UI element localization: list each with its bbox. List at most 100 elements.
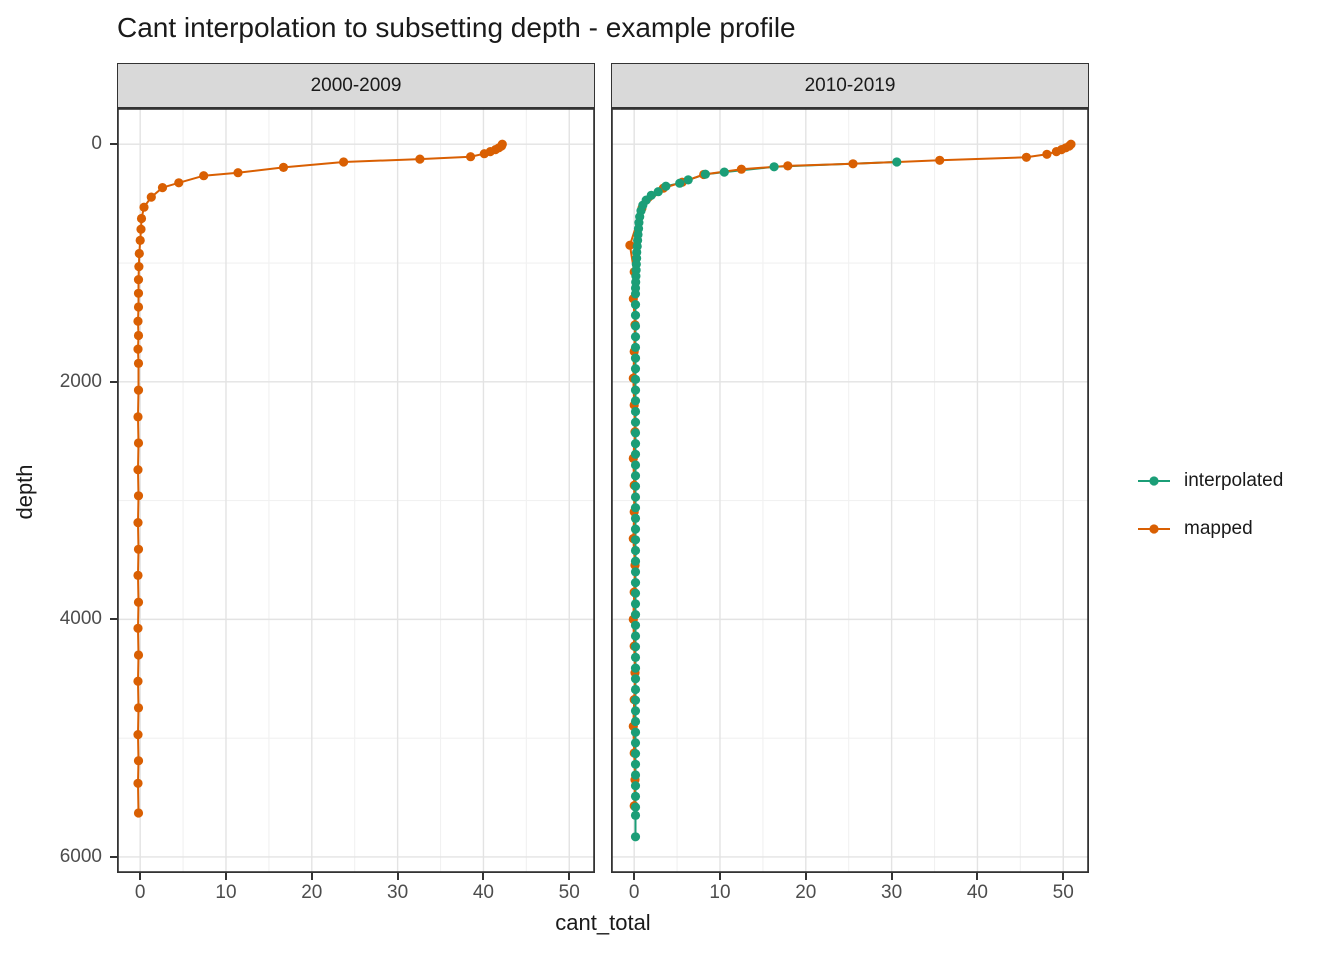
data-point-interpolated xyxy=(675,178,685,188)
data-point-mapped xyxy=(133,358,144,368)
x-tick-mark xyxy=(396,873,399,880)
x-tick-label: 0 xyxy=(134,882,146,903)
data-point-interpolated xyxy=(769,162,779,172)
data-point-mapped xyxy=(339,157,349,167)
data-point-mapped xyxy=(136,213,147,224)
data-point-interpolated xyxy=(630,321,641,331)
data-point-interpolated xyxy=(630,300,641,310)
x-tick-label: 40 xyxy=(472,882,495,903)
panel-background xyxy=(611,108,1089,873)
data-point-mapped xyxy=(133,302,144,312)
data-point-interpolated xyxy=(630,832,641,842)
data-point-mapped xyxy=(133,570,143,580)
data-point-mapped xyxy=(146,192,156,202)
legend-key-point xyxy=(1149,524,1159,534)
legend: interpolated mapped xyxy=(1136,470,1283,540)
data-point-interpolated xyxy=(630,663,641,673)
panel-border xyxy=(117,108,595,873)
chart-title: Cant interpolation to subsetting depth -… xyxy=(117,12,796,43)
x-tick-mark xyxy=(139,873,142,880)
x-tick-label: 50 xyxy=(558,882,580,903)
data-point-interpolated xyxy=(630,374,641,384)
data-point-mapped xyxy=(133,465,143,475)
data-point-interpolated xyxy=(630,471,641,481)
data-point-mapped xyxy=(133,676,143,686)
x-tick-label: 30 xyxy=(881,882,903,903)
x-tick-label: 20 xyxy=(795,882,817,903)
data-point-mapped xyxy=(133,438,144,448)
data-point-interpolated xyxy=(630,716,641,727)
data-point-interpolated xyxy=(630,310,641,320)
data-point-mapped xyxy=(133,275,144,285)
data-point-mapped xyxy=(736,164,746,174)
data-point-mapped xyxy=(139,202,149,212)
data-point-mapped xyxy=(133,544,144,554)
legend-key-interpolated-icon xyxy=(1138,476,1170,486)
data-point-mapped xyxy=(935,155,945,165)
data-point-mapped xyxy=(136,224,146,234)
data-point-interpolated xyxy=(630,770,641,780)
x-tick-label: 10 xyxy=(709,882,731,903)
data-point-mapped xyxy=(848,159,858,169)
data-point-mapped xyxy=(466,152,476,162)
facet-strip-label: 2000-2009 xyxy=(310,74,402,96)
x-tick-label: 10 xyxy=(215,882,237,903)
x-tick-mark xyxy=(804,873,807,880)
legend-label: interpolated xyxy=(1184,470,1284,491)
data-point-interpolated xyxy=(630,631,641,641)
data-point-interpolated xyxy=(630,406,641,417)
data-point-interpolated xyxy=(630,481,641,491)
data-point-mapped xyxy=(133,756,144,766)
data-point-interpolated xyxy=(630,428,641,438)
y-tick-label: 0 xyxy=(91,133,102,155)
x-tick-mark xyxy=(633,873,636,880)
data-point-mapped xyxy=(199,171,209,181)
panel-background xyxy=(117,108,595,873)
x-tick-mark xyxy=(1062,873,1065,880)
data-point-interpolated xyxy=(653,187,663,197)
data-point-interpolated xyxy=(630,749,641,759)
data-point-interpolated xyxy=(630,545,641,556)
x-tick-mark xyxy=(482,873,485,880)
x-tick-label: 50 xyxy=(1052,882,1074,903)
data-point-mapped xyxy=(133,385,144,395)
data-point-mapped xyxy=(133,778,143,788)
data-point-interpolated xyxy=(630,727,641,737)
y-axis-title: depth xyxy=(12,464,37,520)
x-tick-mark xyxy=(310,873,313,880)
data-point-mapped xyxy=(479,149,489,159)
data-point-interpolated xyxy=(661,181,671,191)
data-point-mapped xyxy=(1042,149,1052,159)
data-point-mapped xyxy=(133,808,144,818)
data-point-interpolated xyxy=(630,695,641,705)
data-point-mapped xyxy=(133,623,143,633)
data-point-interpolated xyxy=(630,588,641,598)
facet-panel-2000-2009 xyxy=(117,108,595,873)
y-tick-label: 2000 xyxy=(59,370,102,392)
x-tick-label: 40 xyxy=(966,882,989,903)
legend-entry-interpolated: interpolated xyxy=(1136,470,1283,492)
x-tick-mark xyxy=(976,873,979,880)
data-point-interpolated xyxy=(630,759,641,769)
data-point-interpolated xyxy=(630,385,641,395)
data-point-interpolated xyxy=(630,492,641,502)
data-point-mapped xyxy=(157,183,168,193)
x-tick-mark xyxy=(568,873,571,880)
data-point-interpolated xyxy=(630,781,641,791)
facet-strip-label: 2010-2019 xyxy=(804,74,896,96)
data-point-mapped xyxy=(134,248,144,259)
data-point-mapped xyxy=(133,288,144,298)
data-point-interpolated xyxy=(630,620,641,630)
data-point-mapped xyxy=(133,491,144,501)
data-point-interpolated xyxy=(630,706,641,716)
data-point-mapped xyxy=(233,168,243,178)
data-point-interpolated xyxy=(630,289,641,299)
data-point-interpolated xyxy=(630,449,641,459)
data-point-mapped xyxy=(1021,152,1031,162)
data-point-interpolated xyxy=(630,652,641,663)
x-tick-mark xyxy=(224,873,227,880)
data-point-mapped xyxy=(134,262,144,272)
data-point-mapped xyxy=(133,344,143,354)
data-point-mapped xyxy=(133,330,144,341)
